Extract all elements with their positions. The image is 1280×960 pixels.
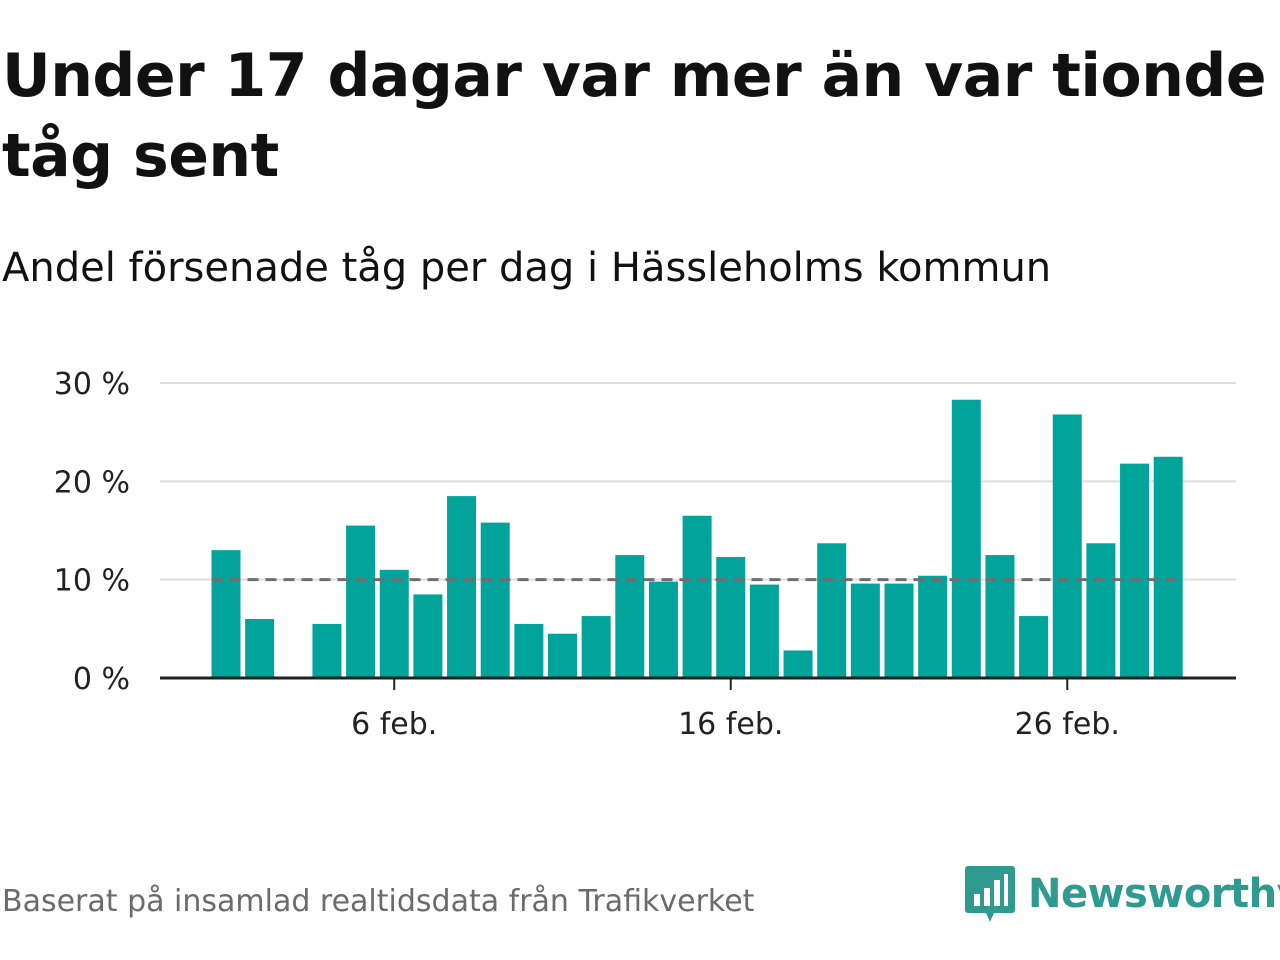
bar xyxy=(749,584,779,678)
y-tick-label: 20 % xyxy=(54,465,130,500)
bar xyxy=(716,557,746,678)
bar xyxy=(1120,463,1150,678)
y-tick-label: 30 % xyxy=(54,367,130,402)
y-tick-label: 0 % xyxy=(73,662,130,697)
bar xyxy=(211,550,241,678)
bar xyxy=(1086,543,1116,678)
bar xyxy=(581,616,611,678)
bar xyxy=(1019,616,1049,678)
bar xyxy=(951,399,981,678)
bar xyxy=(1052,414,1082,678)
bar xyxy=(817,543,847,678)
bar xyxy=(447,496,477,678)
x-tick-label: 16 feb. xyxy=(678,707,783,742)
bar xyxy=(918,575,948,678)
source-note: Baserat på insamlad realtidsdata från Tr… xyxy=(2,884,755,919)
bar xyxy=(548,633,577,678)
bar xyxy=(245,619,275,678)
bar xyxy=(985,555,1015,678)
bar xyxy=(480,522,510,678)
bar xyxy=(884,583,914,678)
bar xyxy=(346,525,376,678)
bar xyxy=(783,650,813,678)
bar xyxy=(312,623,342,678)
brand-name: Newsworthy xyxy=(1028,871,1280,917)
chart-title: Under 17 dagar var mer än var tionde tåg… xyxy=(2,41,1267,191)
bar xyxy=(379,569,409,678)
bar xyxy=(850,583,880,678)
bar xyxy=(413,594,443,678)
bar xyxy=(682,515,712,678)
bar xyxy=(514,623,544,678)
bar-chart: 0 % 10 % 20 % 30 % 6 feb. 16 feb. 26 feb. xyxy=(54,367,1236,742)
x-tick-label: 26 feb. xyxy=(1015,707,1120,742)
chart-subtitle: Andel försenade tåg per dag i Hässleholm… xyxy=(2,245,1052,291)
bar-chart-speech-bubble-icon xyxy=(965,866,1015,922)
y-tick-label: 10 % xyxy=(54,564,130,599)
x-tick-label: 6 feb. xyxy=(351,707,437,742)
bar xyxy=(615,555,645,678)
brand-logo: Newsworthy xyxy=(964,864,1280,924)
bar xyxy=(1153,456,1183,678)
bar xyxy=(648,581,678,678)
